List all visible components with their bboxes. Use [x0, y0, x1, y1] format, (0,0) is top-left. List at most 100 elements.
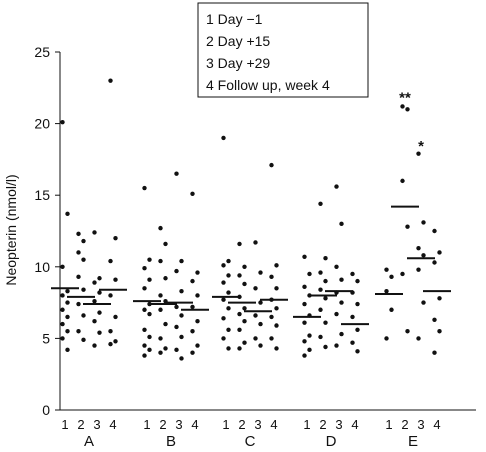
legend-box — [197, 2, 369, 98]
point-B-4-2 — [190, 278, 195, 284]
time-label-B-3: 3 — [175, 417, 182, 432]
point-B-1-1 — [147, 257, 152, 262]
point-A-1-8 — [60, 321, 65, 327]
point-A-1-7 — [65, 314, 70, 320]
time-label-A-3: 3 — [93, 417, 100, 432]
point-B-4-7 — [195, 343, 200, 348]
point-E-1-1 — [389, 274, 394, 280]
point-B-3-0 — [174, 171, 179, 176]
point-B-3-3 — [179, 288, 184, 294]
point-B-1-6 — [142, 307, 147, 312]
point-E-3-2 — [416, 245, 421, 251]
time-label-C-2: 2 — [238, 417, 245, 432]
point-A-1-2 — [60, 264, 65, 269]
point-E-1-2 — [384, 288, 389, 294]
point-D-3-2 — [334, 264, 339, 269]
point-C-1-6 — [221, 297, 226, 302]
point-A-2-8 — [76, 329, 81, 334]
point-D-1-2 — [302, 284, 307, 290]
point-A-4-5 — [113, 314, 118, 320]
point-D-3-3 — [339, 277, 344, 282]
point-A-1-5 — [65, 300, 70, 305]
point-D-4-0 — [350, 271, 355, 277]
point-C-1-8 — [221, 316, 226, 321]
y-tick-label-3: 15 — [34, 187, 50, 203]
time-label-B-4: 4 — [191, 417, 198, 432]
point-B-1-10 — [142, 343, 147, 348]
time-label-D-3: 3 — [335, 417, 342, 432]
point-D-3-1 — [339, 221, 344, 227]
point-C-1-9 — [226, 327, 231, 333]
group-label-B: B — [166, 433, 176, 450]
time-label-C-4: 4 — [270, 417, 277, 432]
point-D-4-3 — [355, 301, 360, 307]
point-A-3-1 — [97, 276, 102, 281]
point-C-2-9 — [242, 340, 247, 345]
point-E-3-1 — [421, 220, 426, 225]
legend-entry-4: 4 Follow up, week 4 — [206, 77, 330, 93]
point-C-4-0 — [269, 162, 274, 168]
point-B-4-3 — [195, 293, 200, 298]
data-marks: *** — [51, 78, 451, 361]
point-A-1-3 — [65, 288, 70, 294]
y-tick-label-5: 25 — [34, 44, 50, 60]
point-C-2-3 — [242, 281, 247, 287]
point-B-3-2 — [174, 268, 179, 274]
point-A-1-9 — [65, 329, 70, 334]
point-D-4-1 — [355, 278, 360, 284]
point-C-2-6 — [237, 311, 242, 317]
point-A-4-8 — [108, 341, 113, 347]
point-C-1-1 — [226, 258, 231, 264]
point-C-4-9 — [274, 346, 279, 351]
point-A-4-0 — [108, 78, 113, 83]
time-label-D-2: 2 — [319, 417, 326, 432]
point-C-4-8 — [269, 336, 274, 341]
point-D-1-8 — [302, 339, 307, 344]
point-A-2-2 — [76, 250, 81, 255]
point-B-1-9 — [147, 334, 152, 340]
point-A-2-1 — [81, 238, 86, 244]
point-D-1-1 — [307, 271, 312, 277]
significance-E-3: * — [418, 138, 424, 155]
point-B-2-6 — [158, 307, 163, 312]
point-A-1-0 — [60, 119, 65, 125]
point-A-1-10 — [60, 336, 65, 341]
point-A-1-4 — [60, 293, 65, 298]
point-C-2-8 — [237, 327, 242, 333]
point-A-3-8 — [92, 343, 97, 348]
point-C-3-7 — [258, 343, 263, 348]
point-A-3-3 — [97, 290, 102, 295]
point-C-2-4 — [237, 294, 242, 300]
point-A-1-1 — [65, 211, 70, 217]
point-D-2-5 — [323, 296, 328, 301]
point-C-3-6 — [253, 336, 258, 341]
point-C-4-2 — [269, 274, 274, 280]
point-C-3-2 — [253, 286, 258, 291]
point-A-2-7 — [81, 313, 86, 318]
point-B-4-0 — [190, 191, 195, 196]
time-label-C-3: 3 — [254, 417, 261, 432]
point-E-3-0 — [416, 151, 421, 156]
point-B-3-4 — [174, 304, 179, 310]
point-B-1-2 — [142, 266, 147, 271]
point-A-3-5 — [97, 310, 102, 315]
point-E-4-5 — [437, 329, 442, 334]
time-label-B-2: 2 — [159, 417, 166, 432]
legend-entry-3: 3 Day +29 — [206, 55, 270, 71]
time-label-E-3: 3 — [417, 417, 424, 432]
point-B-1-4 — [142, 286, 147, 291]
point-A-3-6 — [92, 319, 97, 324]
point-B-2-2 — [158, 258, 163, 264]
point-C-4-3 — [274, 286, 279, 291]
point-E-3-6 — [416, 336, 421, 341]
point-B-1-0 — [142, 185, 147, 191]
group-label-D: D — [326, 433, 337, 450]
point-B-4-5 — [195, 319, 200, 324]
point-D-2-4 — [318, 287, 323, 292]
point-C-1-5 — [226, 290, 231, 295]
significance-E-2: ** — [399, 89, 411, 106]
point-C-2-5 — [242, 306, 247, 311]
point-C-4-1 — [274, 263, 279, 268]
point-B-3-9 — [179, 356, 184, 361]
